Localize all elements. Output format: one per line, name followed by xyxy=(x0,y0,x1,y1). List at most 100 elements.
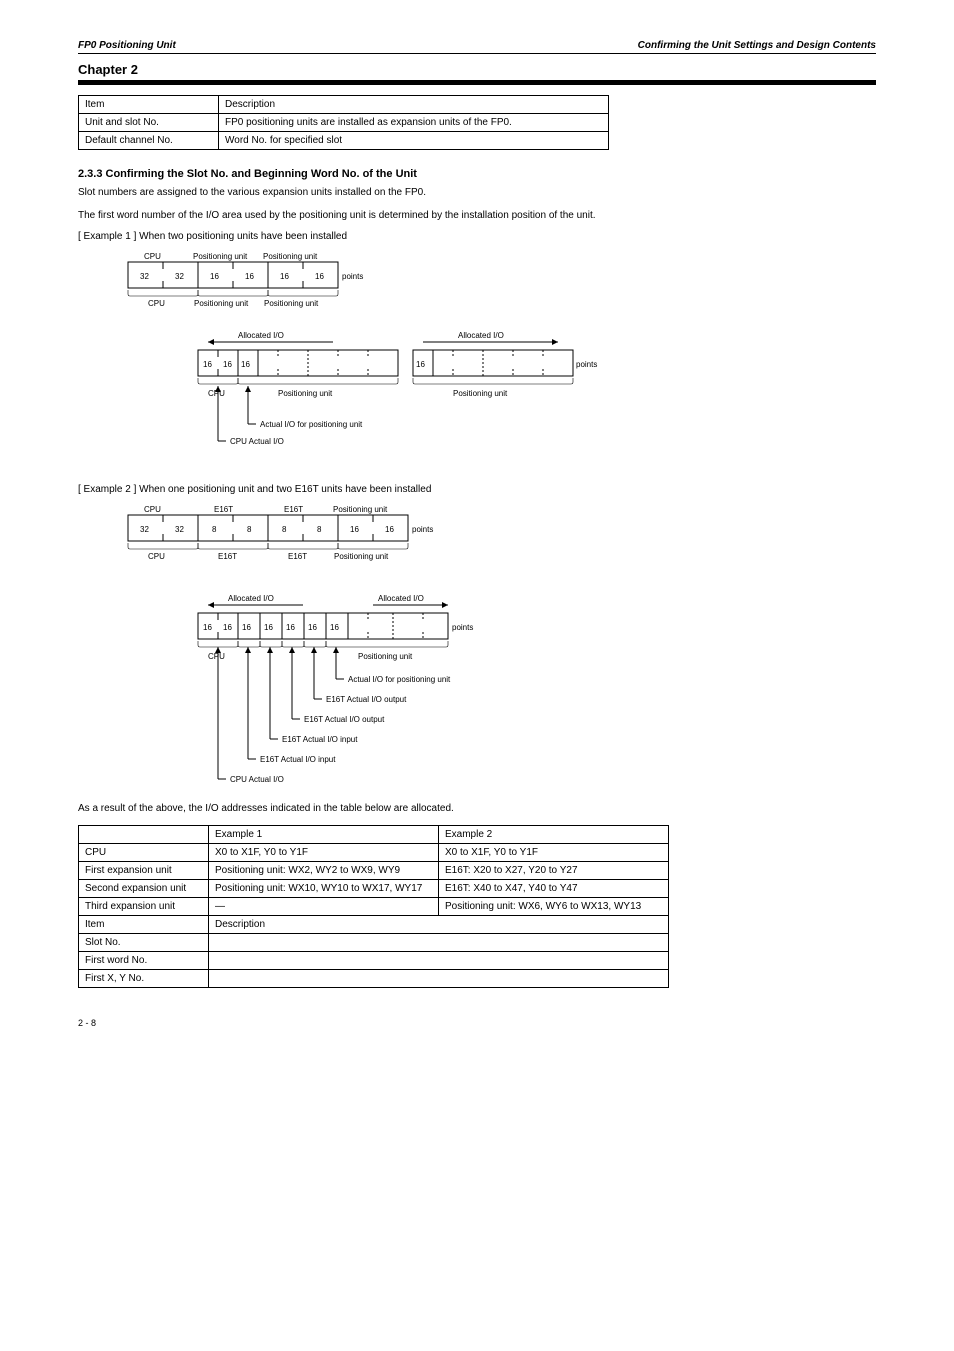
cell: Positioning unit: WX2, WY2 to WX9, WY9 xyxy=(209,861,439,879)
table-row: First X, Y No. xyxy=(79,969,669,987)
svg-text:Actual I/O for positioning uni: Actual I/O for positioning unit xyxy=(348,675,451,684)
example2-header: [ Example 2 ] When one positioning unit … xyxy=(78,484,876,495)
body-para: The first word number of the I/O area us… xyxy=(78,209,876,224)
svg-text:16: 16 xyxy=(241,360,250,369)
header-left: FP0 Positioning Unit xyxy=(78,40,176,51)
cell: Slot No. xyxy=(79,933,209,951)
svg-text:Positioning unit: Positioning unit xyxy=(193,252,248,261)
svg-text:Positioning unit: Positioning unit xyxy=(263,252,318,261)
chapter-title: Chapter 2 xyxy=(78,62,876,77)
svg-text:CPU: CPU xyxy=(148,299,165,308)
svg-text:8: 8 xyxy=(247,525,252,534)
section-heading: 2.3.3 Confirming the Slot No. and Beginn… xyxy=(78,168,876,180)
svg-text:Positioning unit: Positioning unit xyxy=(333,505,388,514)
svg-text:points: points xyxy=(342,272,363,281)
cell: Third expansion unit xyxy=(79,897,209,915)
header-right: Confirming the Unit Settings and Design … xyxy=(638,40,876,51)
svg-text:Positioning unit: Positioning unit xyxy=(194,299,249,308)
svg-text:CPU Actual I/O: CPU Actual I/O xyxy=(230,437,284,446)
svg-text:E16T Actual I/O input: E16T Actual I/O input xyxy=(282,735,358,744)
example1-header: [ Example 1 ] When two positioning units… xyxy=(78,231,876,242)
svg-text:Allocated I/O: Allocated I/O xyxy=(378,594,424,603)
cell: First expansion unit xyxy=(79,861,209,879)
svg-text:Allocated I/O: Allocated I/O xyxy=(228,594,274,603)
cell: Unit and slot No. xyxy=(79,114,219,132)
table-row: Item Description xyxy=(79,915,669,933)
svg-text:32: 32 xyxy=(140,272,149,281)
results-intro: As a result of the above, the I/O addres… xyxy=(78,802,876,817)
svg-text:8: 8 xyxy=(282,525,287,534)
svg-text:E16T Actual I/O output: E16T Actual I/O output xyxy=(304,715,385,724)
svg-text:E16T: E16T xyxy=(284,505,303,514)
svg-text:32: 32 xyxy=(140,525,149,534)
svg-text:32: 32 xyxy=(175,525,184,534)
svg-text:Positioning unit: Positioning unit xyxy=(264,299,319,308)
svg-text:16: 16 xyxy=(308,623,317,632)
svg-text:16: 16 xyxy=(385,525,394,534)
cell: X0 to X1F, Y0 to Y1F xyxy=(209,843,439,861)
svg-text:points: points xyxy=(452,623,473,632)
svg-text:16: 16 xyxy=(330,623,339,632)
svg-text:CPU Actual I/O: CPU Actual I/O xyxy=(230,775,284,784)
cell: Word No. for specified slot xyxy=(219,132,609,150)
svg-text:16: 16 xyxy=(242,623,251,632)
cell: Description xyxy=(219,96,609,114)
svg-text:E16T: E16T xyxy=(218,552,237,561)
svg-text:points: points xyxy=(412,525,433,534)
svg-text:16: 16 xyxy=(286,623,295,632)
table-row: CPU X0 to X1F, Y0 to Y1F X0 to X1F, Y0 t… xyxy=(79,843,669,861)
cell: Example 1 xyxy=(209,825,439,843)
svg-text:16: 16 xyxy=(223,360,232,369)
cell xyxy=(79,825,209,843)
body-para: Slot numbers are assigned to the various… xyxy=(78,186,876,201)
svg-text:Allocated I/O: Allocated I/O xyxy=(238,331,284,340)
table-row: Unit and slot No. FP0 positioning units … xyxy=(79,114,609,132)
svg-text:CPU: CPU xyxy=(144,505,161,514)
cell xyxy=(209,951,669,969)
svg-text:16: 16 xyxy=(245,272,254,281)
cell: First X, Y No. xyxy=(79,969,209,987)
header-rule xyxy=(78,53,876,54)
svg-text:16: 16 xyxy=(315,272,324,281)
spec-table-1: Item Description Unit and slot No. FP0 p… xyxy=(78,95,609,150)
svg-text:32: 32 xyxy=(175,272,184,281)
cell xyxy=(209,969,669,987)
svg-text:E16T: E16T xyxy=(214,505,233,514)
svg-text:16: 16 xyxy=(203,623,212,632)
svg-text:16: 16 xyxy=(280,272,289,281)
svg-text:Positioning unit: Positioning unit xyxy=(358,652,413,661)
svg-text:E16T Actual I/O output: E16T Actual I/O output xyxy=(326,695,407,704)
table-row: Slot No. xyxy=(79,933,669,951)
svg-text:16: 16 xyxy=(350,525,359,534)
chapter-bar xyxy=(78,80,876,85)
svg-text:E16T Actual I/O input: E16T Actual I/O input xyxy=(260,755,336,764)
table-row: Second expansion unit Positioning unit: … xyxy=(79,879,669,897)
results-table: Example 1 Example 2 CPU X0 to X1F, Y0 to… xyxy=(78,825,669,988)
svg-text:CPU: CPU xyxy=(208,652,225,661)
table-row: First expansion unit Positioning unit: W… xyxy=(79,861,669,879)
svg-text:16: 16 xyxy=(264,623,273,632)
svg-text:16: 16 xyxy=(203,360,212,369)
cell: E16T: X20 to X27, Y20 to Y27 xyxy=(439,861,669,879)
cell: Item xyxy=(79,915,209,933)
svg-text:Positioning unit: Positioning unit xyxy=(334,552,389,561)
cell: Item xyxy=(79,96,219,114)
svg-text:points: points xyxy=(576,360,597,369)
cell: Example 2 xyxy=(439,825,669,843)
svg-text:Actual I/O for positioning uni: Actual I/O for positioning unit xyxy=(260,420,363,429)
svg-text:CPU: CPU xyxy=(148,552,165,561)
svg-text:Allocated I/O: Allocated I/O xyxy=(458,331,504,340)
svg-text:8: 8 xyxy=(212,525,217,534)
svg-text:16: 16 xyxy=(210,272,219,281)
cell: CPU xyxy=(79,843,209,861)
cell: Positioning unit: WX10, WY10 to WX17, WY… xyxy=(209,879,439,897)
cell: FP0 positioning units are installed as e… xyxy=(219,114,609,132)
cell xyxy=(209,933,669,951)
svg-text:Positioning unit: Positioning unit xyxy=(278,389,333,398)
cell: Positioning unit: WX6, WY6 to WX13, WY13 xyxy=(439,897,669,915)
table-row: Item Description xyxy=(79,96,609,114)
cell: Description xyxy=(209,915,669,933)
table-row: Default channel No. Word No. for specifi… xyxy=(79,132,609,150)
page-number: 2 - 8 xyxy=(78,1018,876,1028)
table-row: Example 1 Example 2 xyxy=(79,825,669,843)
